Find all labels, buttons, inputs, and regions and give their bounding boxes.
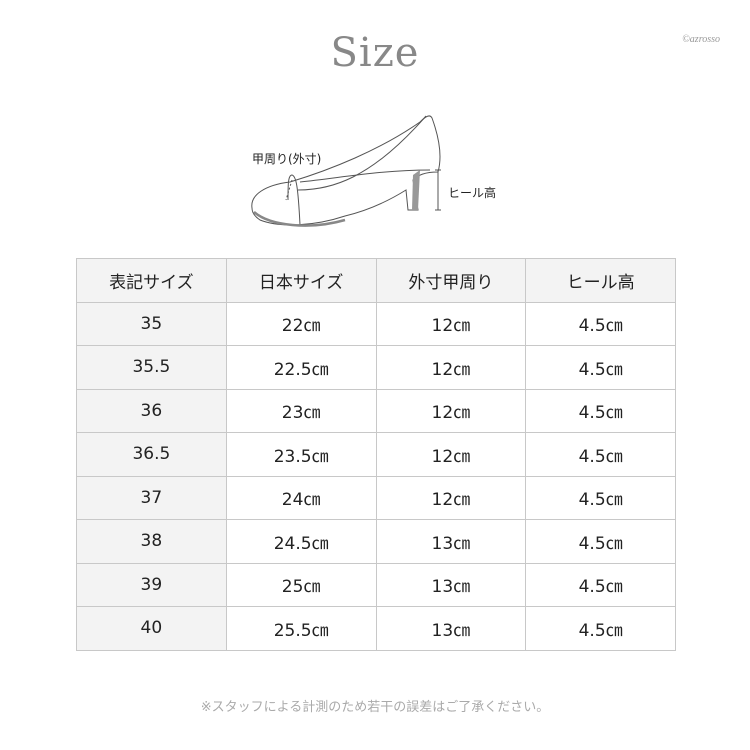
header-cell: 外寸甲周り [375,258,527,303]
table-cell: 25㎝ [225,562,377,607]
table-cell: 36 [76,388,227,433]
table-cell: 12㎝ [375,301,527,346]
table-cell: 4.5㎝ [525,606,676,651]
instep-label: 甲周り(外寸) [252,152,322,166]
table-cell: 38 [76,519,227,564]
header-cell: 日本サイズ [225,258,377,303]
table-cell: 4.5㎝ [525,562,676,607]
table-header-row: 表記サイズ 日本サイズ 外寸甲周り ヒール高 [76,258,676,303]
brand-watermark: ©azrosso [682,34,720,45]
table-cell: 12㎝ [375,388,527,433]
heel-height-label: ヒール高 [448,186,497,200]
table-row: 35.5 22.5㎝ 12㎝ 4.5㎝ [76,345,676,390]
table-cell: 22㎝ [225,301,377,346]
table-row: 35 22㎝ 12㎝ 4.5㎝ [76,301,676,346]
measurement-note: ※スタッフによる計測のため若干の誤差はご了承ください。 [200,700,550,715]
table-row: 37 24㎝ 12㎝ 4.5㎝ [76,475,676,520]
table-cell: 4.5㎝ [525,301,676,346]
table-cell: 23.5㎝ [225,432,377,477]
table-cell: 24㎝ [225,475,377,520]
table-cell: 35.5 [76,345,227,390]
table-cell: 36.5 [76,432,227,477]
size-table: 表記サイズ 日本サイズ 外寸甲周り ヒール高 35 22㎝ 12㎝ 4.5㎝ 35.5 2… [76,258,676,651]
table-row: 36.5 23.5㎝ 12㎝ 4.5㎝ [76,432,676,477]
shoe-diagram: 甲周り(外寸) ヒール高 [230,100,510,240]
table-cell: 13㎝ [375,519,527,564]
table-cell: 4.5㎝ [525,519,676,564]
table-cell: 12㎝ [375,345,527,390]
table-cell: 40 [76,606,227,651]
pump-shoe-illustration [251,115,441,227]
table-row: 40 25.5㎝ 13㎝ 4.5㎝ [76,606,676,651]
table-cell: 39 [76,562,227,607]
table-cell: 25.5㎝ [225,606,377,651]
table-row: 36 23㎝ 12㎝ 4.5㎝ [76,388,676,433]
header-cell: 表記サイズ [76,258,227,303]
table-cell: 4.5㎝ [525,388,676,433]
table-cell: 12㎝ [375,432,527,477]
table-cell: 37 [76,475,227,520]
header-cell: ヒール高 [525,258,676,303]
table-cell: 35 [76,301,227,346]
table-cell: 13㎝ [375,606,527,651]
table-cell: 4.5㎝ [525,345,676,390]
table-row: 38 24.5㎝ 13㎝ 4.5㎝ [76,519,676,564]
table-cell: 24.5㎝ [225,519,377,564]
table-cell: 22.5㎝ [225,345,377,390]
table-cell: 13㎝ [375,562,527,607]
table-cell: 4.5㎝ [525,432,676,477]
table-row: 39 25㎝ 13㎝ 4.5㎝ [76,562,676,607]
table-cell: 12㎝ [375,475,527,520]
table-cell: 4.5㎝ [525,475,676,520]
page-title: Size [330,30,420,76]
table-cell: 23㎝ [225,388,377,433]
